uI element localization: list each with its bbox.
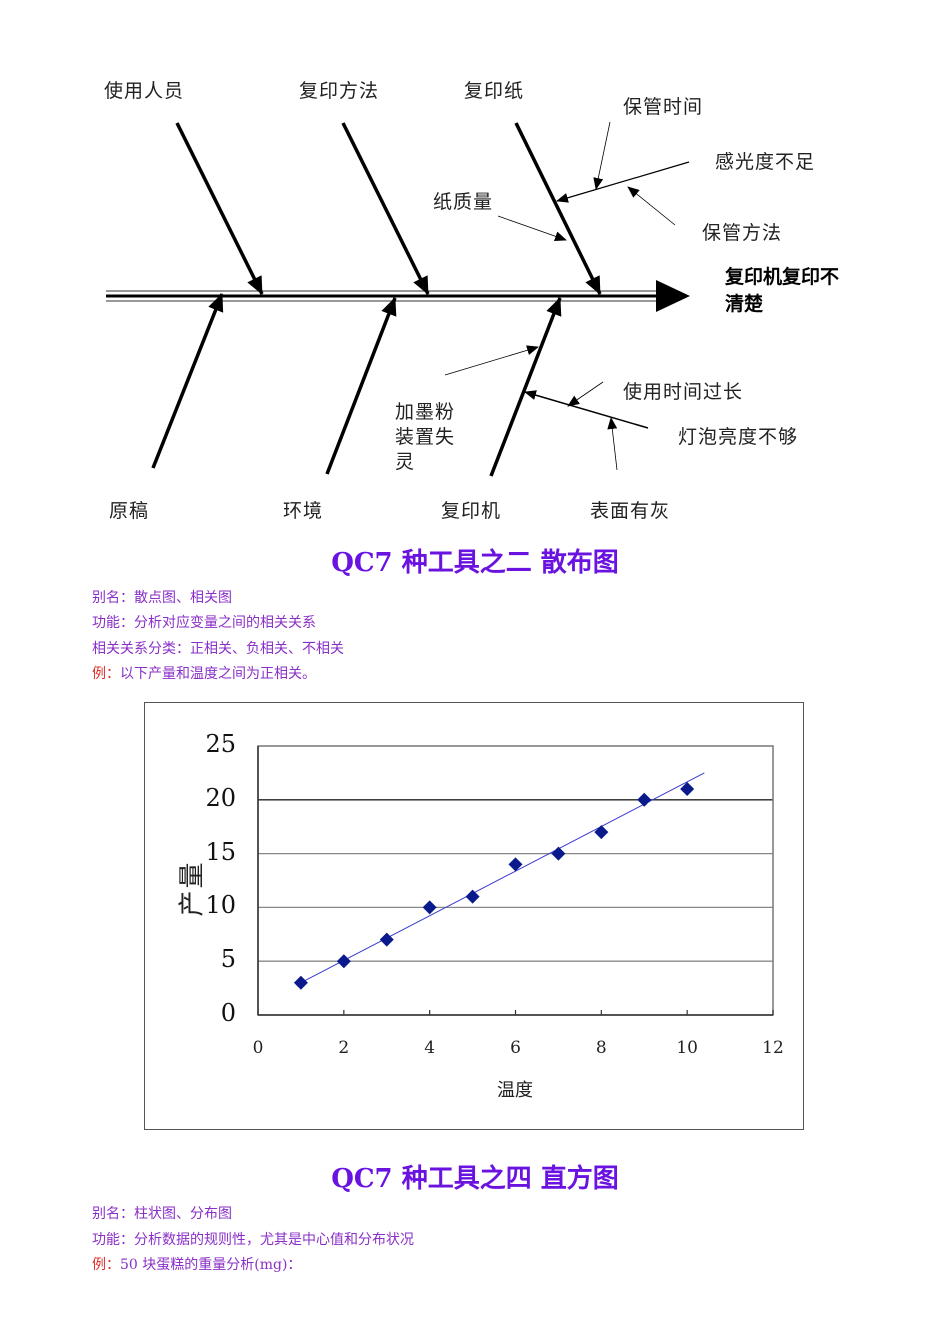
sub-storage-time [593, 121, 611, 190]
example-text: 50 块蛋糕的重量分析(mg)： [120, 1257, 302, 1273]
bone-people [175, 122, 264, 295]
y-axis-title: 产量 [177, 860, 208, 917]
function-label: 功能： [92, 615, 134, 631]
x-tick-label: 10 [676, 1038, 698, 1058]
function-label: 功能： [92, 1232, 134, 1248]
category-label-people: 使用人员 [104, 80, 185, 102]
sub-toner [444, 345, 539, 376]
data-point-diamond [422, 900, 437, 915]
fishbone-lines [106, 121, 690, 477]
fishbone-diagram: 使用人员 复印方法 复印纸 原稿 环境 复印机 保管时间 感光度不足 纸质量 保… [0, 0, 950, 530]
cause-toner-device: 加墨粉 装置失 灵 [395, 400, 455, 475]
scatter-classification: 相关关系分类：正相关、负相关、不相关 [92, 638, 344, 658]
effect-line-2: 清楚 [725, 293, 764, 315]
x-tick-label: 4 [424, 1038, 436, 1058]
histogram-section-title: QC7 种工具之四 直方图 [331, 1164, 619, 1194]
data-point-diamond [508, 857, 523, 872]
category-label-method: 复印方法 [299, 80, 380, 102]
toner-line-2: 装置失 [395, 426, 456, 448]
function-text: 分析对应变量之间的相关关系 [134, 615, 316, 631]
cause-surface-dust: 表面有灰 [590, 500, 671, 522]
x-axis-ticks [257, 1010, 774, 1015]
category-label-environment: 环境 [283, 500, 324, 522]
data-point-diamond [465, 889, 480, 904]
classification-text: 正相关、负相关、不相关 [190, 641, 344, 657]
cause-sensitivity: 感光度不足 [715, 151, 816, 173]
data-point-diamond [336, 954, 351, 969]
sub-dust [607, 417, 618, 471]
alias-text: 散点图、相关图 [134, 590, 232, 606]
example-label: 例： [92, 1257, 120, 1273]
category-label-original: 原稿 [109, 500, 150, 522]
sub-paper-quality [497, 215, 567, 242]
cause-usage-time: 使用时间过长 [623, 381, 744, 403]
y-tick-label: 20 [205, 783, 236, 812]
sub-usage-time [567, 381, 604, 407]
y-tick-label: 10 [205, 891, 236, 920]
horizontal-gridlines [258, 799, 773, 962]
bone-original [151, 293, 224, 469]
cause-storage-method: 保管方法 [702, 222, 783, 244]
y-tick-label: 5 [220, 945, 236, 974]
x-tick-label: 0 [252, 1038, 264, 1058]
y-tick-label: 15 [205, 837, 236, 866]
sub-storage-method [627, 186, 676, 226]
x-tick-label: 6 [510, 1038, 521, 1058]
scatter-alias: 别名：散点图、相关图 [92, 587, 232, 607]
toner-line-3: 灵 [395, 451, 416, 473]
alias-label: 别名： [92, 1206, 134, 1222]
scatter-function: 功能：分析对应变量之间的相关关系 [92, 612, 316, 632]
histogram-example: 例：50 块蛋糕的重量分析(mg)： [92, 1254, 301, 1274]
spine-arrowhead [656, 280, 690, 312]
data-point-diamond [594, 825, 609, 840]
effect-label: 复印机复印不 清楚 [725, 264, 839, 318]
cause-storage-time: 保管时间 [623, 96, 704, 118]
data-point-diamond [379, 932, 394, 947]
bone-environment [325, 297, 397, 475]
alias-label: 别名： [92, 590, 134, 606]
scatter-chart-frame [144, 702, 804, 1130]
bone-method [341, 122, 430, 295]
function-text: 分析数据的规则性，尤其是中心值和分布状况 [134, 1232, 414, 1248]
sub-bulb [524, 390, 649, 429]
scatter-section-title: QC7 种工具之二 散布图 [331, 548, 619, 578]
category-label-copier: 复印机 [441, 500, 502, 522]
classification-label: 相关关系分类： [92, 641, 190, 657]
x-tick-label: 2 [338, 1038, 350, 1058]
trendline [300, 772, 705, 984]
x-tick-label: 8 [595, 1038, 607, 1058]
data-point-diamond [680, 782, 695, 797]
cause-bulb-brightness: 灯泡亮度不够 [678, 426, 799, 448]
data-point-diamond [637, 792, 652, 807]
toner-line-1: 加墨粉 [395, 401, 456, 423]
scatter-example: 例：以下产量和温度之间为正相关。 [92, 663, 316, 683]
histogram-function: 功能：分析数据的规则性，尤其是中心值和分布状况 [92, 1229, 414, 1249]
x-tick-label: 12 [762, 1038, 784, 1058]
example-text: 以下产量和温度之间为正相关。 [120, 666, 316, 682]
alias-text: 柱状图、分布图 [134, 1206, 232, 1222]
plot-area-border [257, 745, 774, 1016]
category-label-paper: 复印纸 [464, 80, 525, 102]
data-points [293, 782, 695, 990]
sub-sensitivity [556, 161, 690, 203]
x-axis-title: 温度 [497, 1080, 533, 1101]
cause-paper-quality: 纸质量 [433, 191, 494, 213]
example-label: 例： [92, 666, 120, 682]
y-tick-label: 0 [220, 999, 236, 1027]
histogram-alias: 别名：柱状图、分布图 [92, 1203, 232, 1223]
bone-copier [489, 297, 562, 477]
effect-line-1: 复印机复印不 [725, 266, 840, 288]
y-tick-label: 25 [205, 730, 236, 758]
data-point-diamond [293, 975, 308, 990]
bone-paper [514, 122, 602, 295]
data-point-diamond [551, 846, 566, 861]
